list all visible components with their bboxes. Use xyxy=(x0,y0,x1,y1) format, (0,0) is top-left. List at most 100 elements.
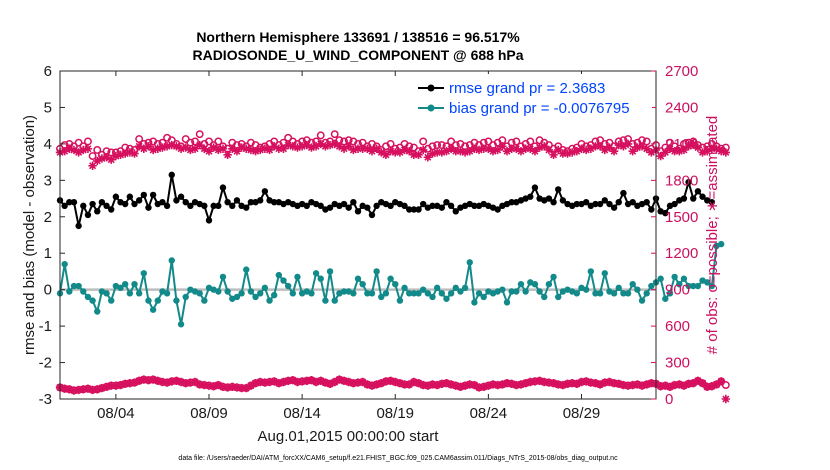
rmse-point xyxy=(406,206,413,213)
assimilated-low-point xyxy=(679,381,689,390)
assimilated-low-point xyxy=(172,376,181,385)
y-tick-label-left: -1 xyxy=(39,318,52,335)
assimilated-low-point xyxy=(214,380,223,390)
assimilated-point xyxy=(116,150,125,160)
bias-point xyxy=(121,281,129,288)
assimilated-point xyxy=(79,145,88,155)
assimilated-low-point xyxy=(712,380,721,389)
assimilated-low-point xyxy=(432,380,442,390)
bias-point xyxy=(196,290,203,297)
assimilated-low-point xyxy=(428,380,437,389)
assimilated-point xyxy=(665,144,675,153)
assimilated-point xyxy=(703,146,712,156)
assimilated-point xyxy=(363,144,372,153)
rmse-point xyxy=(340,200,348,208)
assimilated-low-point xyxy=(423,381,433,390)
assimilated-point xyxy=(190,144,200,153)
rmse-point xyxy=(364,204,371,211)
assimilated-low-point xyxy=(209,382,218,391)
bias-point xyxy=(233,293,241,301)
rmse-point xyxy=(121,200,129,208)
bias-point xyxy=(406,290,413,297)
bias-point xyxy=(475,290,483,297)
assimilated-point xyxy=(125,148,135,157)
rmse-point xyxy=(699,193,706,200)
assimilated-point xyxy=(251,146,260,156)
assimilated-low-point xyxy=(204,381,214,390)
assimilated-point xyxy=(549,150,558,160)
assimilated-point xyxy=(442,146,451,156)
assimilated-point xyxy=(716,146,726,156)
rmse-point xyxy=(224,199,231,206)
bias-point xyxy=(387,275,394,282)
bias-point xyxy=(224,288,231,295)
assimilated-low-point xyxy=(120,379,130,389)
rmse-point xyxy=(257,197,264,204)
possible-point xyxy=(88,152,97,160)
assimilated-low-point xyxy=(344,377,353,387)
bias-point xyxy=(261,284,269,292)
assimilated-low-point xyxy=(158,377,167,387)
assimilated-point xyxy=(274,144,284,153)
bias-point xyxy=(508,288,515,295)
assimilated-low-point xyxy=(242,383,251,393)
assimilated-low-point xyxy=(256,377,265,387)
assimilated-point xyxy=(698,148,707,157)
assimilated-point xyxy=(246,145,256,155)
bias-point xyxy=(308,290,315,297)
assimilated-low-point xyxy=(102,382,111,392)
possible-point xyxy=(316,131,325,140)
bias-point xyxy=(66,288,73,295)
bias-point xyxy=(550,273,557,281)
assimilated-point xyxy=(311,142,321,151)
rmse-point xyxy=(345,204,352,211)
assimilated-low-point xyxy=(437,379,447,389)
rmse-point xyxy=(173,197,180,204)
rmse-point xyxy=(177,193,185,200)
assimilated-low-point xyxy=(218,382,228,392)
rmse-point xyxy=(233,197,241,204)
assimilated-low-point xyxy=(186,378,195,387)
bias-point xyxy=(634,286,641,293)
rmse-point xyxy=(545,195,553,202)
bias-point xyxy=(694,282,702,290)
assimilated-point xyxy=(540,142,549,151)
assimilated-point xyxy=(172,142,181,151)
bias-point xyxy=(517,281,525,288)
rmse-point xyxy=(438,204,446,211)
assimilated-point xyxy=(195,140,204,150)
assimilated-low-point xyxy=(498,380,507,389)
assimilated-point xyxy=(111,151,121,161)
bias-point xyxy=(350,290,357,297)
assimilated-low-point xyxy=(549,379,558,388)
bias-point xyxy=(596,290,604,297)
bias-point xyxy=(294,273,301,281)
series-assimilated xyxy=(55,139,731,170)
rmse-point xyxy=(66,199,73,206)
assimilated-point xyxy=(484,144,493,153)
assimilated-point xyxy=(628,146,637,156)
assimilated-point xyxy=(451,146,460,156)
rmse-point xyxy=(75,222,82,230)
assimilated-point xyxy=(377,148,386,157)
assimilated-point xyxy=(647,148,656,157)
bias-point xyxy=(624,290,632,297)
rmse-point xyxy=(573,200,581,208)
rmse-point xyxy=(350,199,357,206)
assimilated-point xyxy=(134,142,144,151)
assimilated-low-point xyxy=(274,379,284,388)
bias-point xyxy=(415,290,422,297)
assimilated-low-point xyxy=(228,382,237,392)
assimilated-low-point xyxy=(69,386,79,395)
assimilated-low-point xyxy=(405,380,414,389)
rmse-point xyxy=(149,191,157,199)
assimilated-low-point xyxy=(474,383,484,392)
assimilated-low-point xyxy=(237,383,246,393)
assimilated-point xyxy=(288,142,298,151)
assimilated-low-point xyxy=(530,377,540,386)
rmse-point xyxy=(168,171,175,179)
assimilated-low-point xyxy=(684,379,693,389)
bias-point xyxy=(601,270,608,277)
rmse-point xyxy=(140,191,148,199)
assimilated-low-point xyxy=(265,377,274,387)
